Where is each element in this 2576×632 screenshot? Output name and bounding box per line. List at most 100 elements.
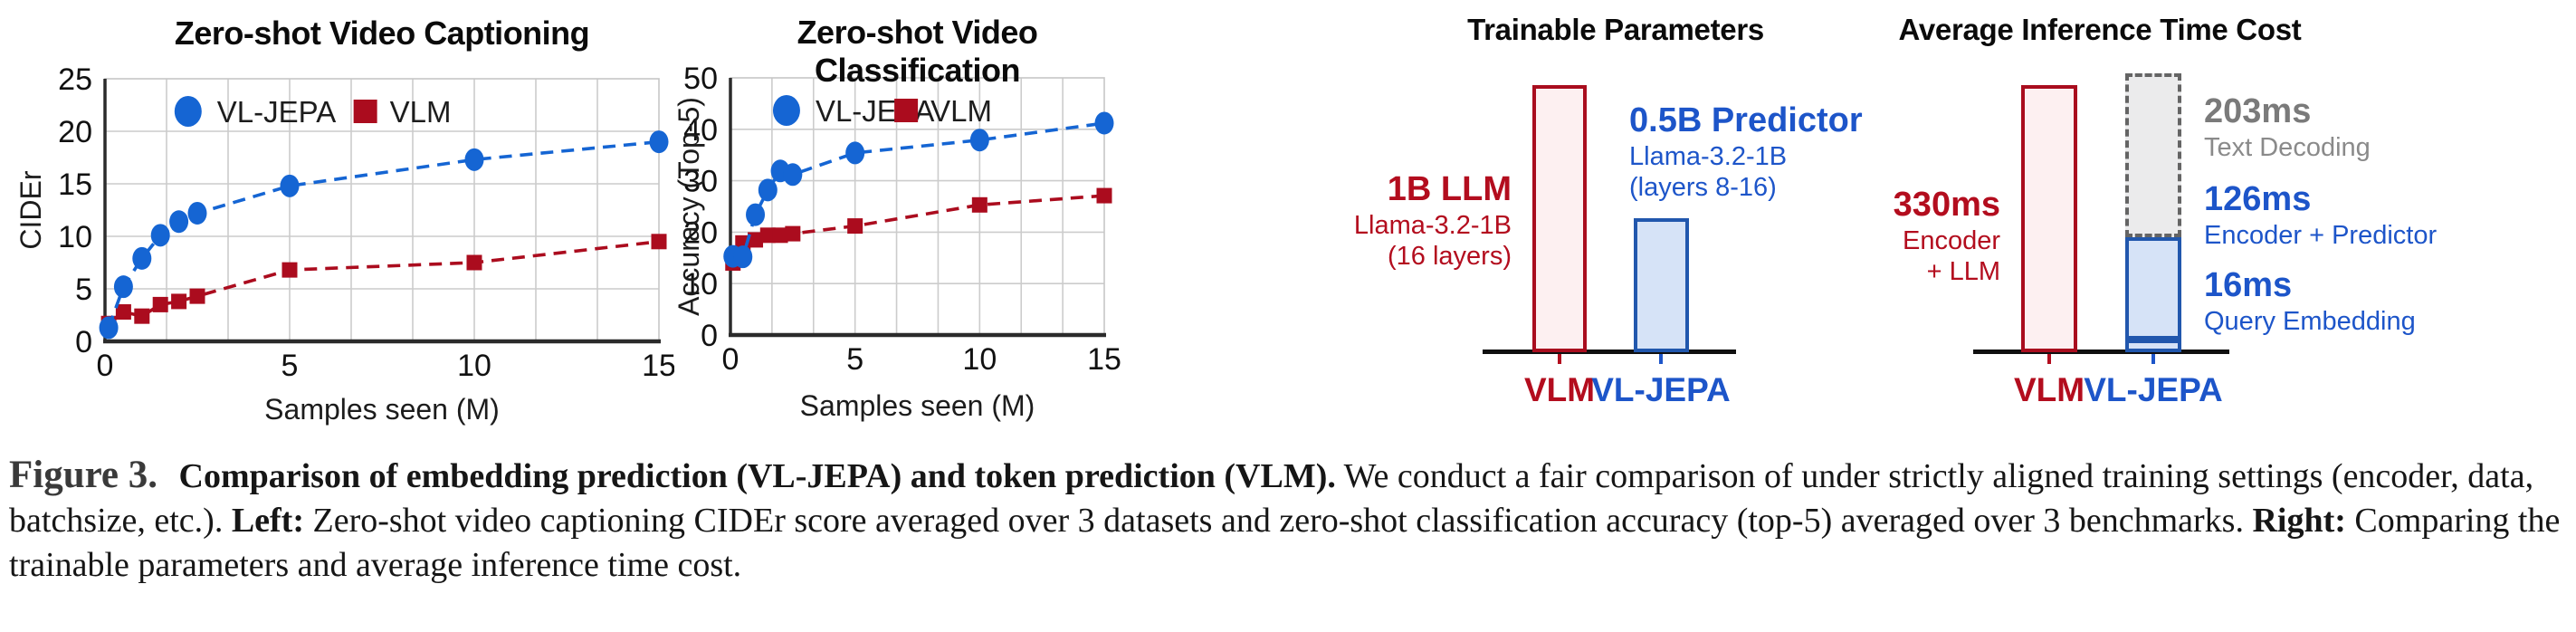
- text-decoding-label: Text Decoding: [2204, 133, 2371, 162]
- y-axis-title-accuracy: Accuracy (Top-5): [673, 97, 705, 316]
- vlm-parameters-layers: (16 layers): [1388, 242, 1512, 271]
- category-label-vlm-time: VLM: [2013, 371, 2085, 408]
- data-point-vlm: [281, 262, 298, 278]
- bar-segment-encoder-predictor: [2125, 237, 2181, 340]
- legend-swatch-vljepa: [174, 96, 202, 127]
- data-point-vlm: [171, 293, 187, 310]
- data-point-vlm: [134, 308, 150, 324]
- axis-tick-vljepa-parameters: [1659, 354, 1663, 364]
- bar-segment-query-embedding: [2125, 340, 2181, 352]
- series-line-vlm: [107, 240, 660, 325]
- data-point-vlm: [152, 296, 168, 312]
- vljepa-parameters-annotation: 0.5B Predictor Llama-3.2-1B (layers 8-16…: [1629, 100, 1865, 203]
- x-tick-label: 15: [642, 349, 674, 383]
- axis-tick-vlm-parameters: [1558, 354, 1561, 364]
- vljepa-parameters-layers: (layers 8-16): [1629, 173, 1777, 202]
- encoder-predictor-label: Encoder + Predictor: [2204, 221, 2438, 250]
- data-point-vlm: [759, 227, 776, 244]
- y-tick-label: 20: [58, 115, 92, 149]
- category-label-vljepa-parameters: VL-JEPA: [1591, 371, 1731, 408]
- chart-title-classification: Zero-shot Video Classification: [797, 14, 1038, 89]
- y-tick-label: 50: [683, 62, 718, 96]
- y-tick-label: 25: [58, 62, 92, 97]
- bar-title-inference-time: Average Inference Time Cost: [1898, 13, 2302, 46]
- vlm-time-part-2: + LLM: [1926, 257, 2000, 286]
- data-point-vl-jepa: [649, 130, 669, 154]
- query-embedding-value: 16ms: [2204, 266, 2293, 304]
- data-point-vl-jepa: [783, 163, 803, 187]
- query-embedding-annotation: 16ms Query Embedding: [2204, 264, 2566, 337]
- data-point-vl-jepa: [758, 178, 778, 202]
- data-point-vlm: [772, 227, 788, 244]
- encoder-predictor-value: 126ms: [2204, 180, 2312, 218]
- y-tick-label: 30: [683, 165, 718, 199]
- y-tick-label: 5: [75, 273, 92, 307]
- data-point-vlm: [189, 288, 205, 304]
- x-tick-label: 10: [962, 342, 997, 377]
- data-point-vl-jepa: [187, 201, 207, 225]
- x-axis-baseline-time: [1973, 350, 2229, 354]
- chart-title-captioning: Zero-shot Video Captioning: [174, 14, 590, 52]
- panel-trainable-parameters: Trainable Parameters VLM VL-JEPA 1B LLM …: [1354, 0, 1865, 426]
- data-point-vl-jepa: [464, 148, 484, 171]
- data-point-vl-jepa: [1094, 111, 1114, 135]
- y-tick-label: 20: [683, 215, 718, 250]
- legend-label-vljepa: VL-JEPA: [217, 95, 336, 129]
- axis-tick-vljepa-time: [2151, 354, 2155, 364]
- data-point-vlm: [1096, 187, 1112, 204]
- x-tick-label: 10: [457, 349, 491, 383]
- data-point-vlm: [971, 196, 987, 213]
- x-axis-title-samples-seen-1: Samples seen (M): [264, 393, 500, 426]
- data-point-vl-jepa: [280, 174, 300, 197]
- panel-zero-shot-video-captioning: 0 5 10 15 20 25 0 5 10 15 VL-JEPA VLM Zero-shot Vid…: [0, 0, 674, 426]
- text-decoding-annotation: 203ms Text Decoding: [2204, 91, 2566, 163]
- data-point-vl-jepa: [746, 203, 766, 226]
- data-point-vlm: [651, 234, 667, 250]
- y-tick-label: 40: [683, 113, 718, 148]
- panel-average-inference-time-cost: Average Inference Time Cost VLM VL-JEPA …: [1865, 0, 2576, 426]
- figure-caption: Figure 3. Comparison of embedding predic…: [9, 453, 2567, 588]
- data-point-vl-jepa: [845, 141, 865, 165]
- x-axis-title-samples-seen-2: Samples seen (M): [799, 389, 1035, 422]
- y-tick-label: 0: [75, 325, 92, 359]
- y-tick-label: 15: [58, 168, 92, 202]
- legend-label-vlm: VLM: [390, 95, 452, 129]
- category-label-vlm-parameters: VLM: [1523, 371, 1596, 408]
- vlm-parameters-model: Llama-3.2-1B: [1353, 211, 1512, 240]
- x-tick-label: 0: [97, 349, 114, 383]
- data-point-vlm: [115, 304, 131, 321]
- legend-label-vlm: VLM: [930, 94, 992, 128]
- data-point-vlm: [466, 254, 482, 271]
- panel-zero-shot-video-classification: 0 10 20 30 40 50 0 5 10 15 VL-JEPA VLM Zero-shot Vi…: [673, 0, 1376, 426]
- data-point-vl-jepa: [150, 224, 170, 247]
- caption-text: Comparing the trainable parameters and a…: [9, 502, 2561, 584]
- caption-bold-text: Comparison of embedding prediction (VL-J…: [170, 457, 1336, 495]
- encoder-predictor-annotation: 126ms Encoder + Predictor: [2204, 178, 2566, 251]
- legend-swatch-vlm: [894, 99, 919, 122]
- caption-bold-text: Left:: [231, 502, 304, 540]
- vlm-time-annotation: 330ms Encoder + LLM: [1765, 184, 2000, 287]
- bar-title-trainable-parameters: Trainable Parameters: [1467, 13, 1764, 46]
- legend-swatch-vljepa: [772, 95, 800, 126]
- legend-swatch-vlm: [353, 100, 377, 123]
- x-tick-label: 0: [722, 342, 739, 377]
- text-decoding-value: 203ms: [2204, 92, 2312, 130]
- vljepa-parameters-model: Llama-3.2-1B: [1629, 142, 1788, 171]
- vljepa-parameters-value: 0.5B Predictor: [1629, 101, 1863, 139]
- data-point-vl-jepa: [99, 316, 119, 340]
- data-point-vlm: [847, 218, 863, 235]
- data-point-vlm: [785, 225, 801, 242]
- y-tick-label: 0: [701, 319, 718, 353]
- vlm-parameters-value: 1B LLM: [1387, 170, 1512, 208]
- y-axis-title-cider: CIDEr: [14, 170, 47, 250]
- x-tick-label: 5: [281, 349, 299, 383]
- data-point-vlm: [748, 232, 764, 248]
- data-point-vl-jepa: [132, 246, 152, 270]
- x-axis-baseline-parameters: [1483, 350, 1736, 354]
- caption-bold-text: Right:: [2252, 502, 2346, 540]
- caption-text: Zero-shot video captioning CIDEr score a…: [304, 502, 2253, 540]
- vlm-time-value: 330ms: [1893, 186, 2000, 224]
- bar-segment-text-decoding: [2125, 73, 2181, 237]
- caption-figure-label: Figure 3.: [9, 454, 158, 496]
